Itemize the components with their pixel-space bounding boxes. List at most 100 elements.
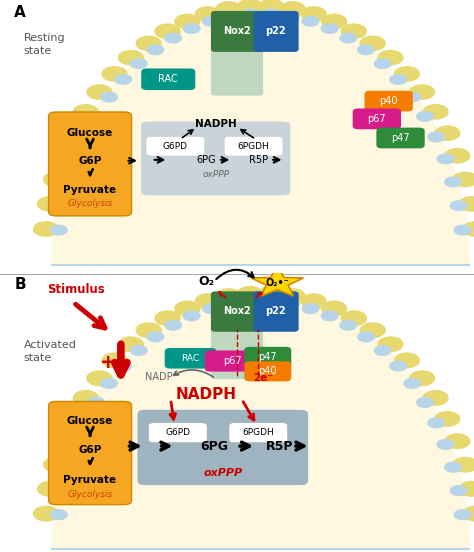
Circle shape — [175, 14, 200, 29]
Circle shape — [222, 299, 239, 309]
Circle shape — [445, 177, 461, 187]
Text: 6PGDH: 6PGDH — [238, 142, 269, 151]
FancyBboxPatch shape — [254, 291, 299, 332]
Circle shape — [378, 50, 403, 65]
Text: p22: p22 — [265, 306, 286, 316]
Text: p47: p47 — [391, 133, 410, 143]
Text: G6PD: G6PD — [165, 428, 190, 437]
FancyBboxPatch shape — [245, 347, 291, 367]
Circle shape — [130, 59, 147, 68]
FancyBboxPatch shape — [205, 351, 260, 371]
Circle shape — [301, 7, 326, 21]
Circle shape — [147, 45, 164, 55]
Circle shape — [428, 418, 445, 428]
FancyBboxPatch shape — [376, 128, 425, 148]
Circle shape — [73, 105, 98, 119]
Circle shape — [341, 24, 366, 39]
Circle shape — [340, 33, 356, 43]
Circle shape — [118, 337, 143, 352]
Text: 6PG: 6PG — [201, 440, 229, 453]
Circle shape — [283, 299, 299, 309]
Circle shape — [453, 172, 474, 187]
FancyBboxPatch shape — [254, 11, 299, 52]
FancyBboxPatch shape — [146, 136, 205, 156]
Circle shape — [280, 2, 305, 16]
Text: O₂: O₂ — [198, 275, 214, 288]
FancyBboxPatch shape — [48, 112, 131, 216]
Circle shape — [417, 112, 433, 121]
Text: NADPH: NADPH — [195, 119, 237, 129]
Circle shape — [52, 434, 76, 449]
Circle shape — [147, 332, 164, 342]
Circle shape — [195, 7, 220, 21]
Text: Pyruvate: Pyruvate — [64, 185, 117, 195]
FancyBboxPatch shape — [211, 11, 263, 52]
Polygon shape — [52, 11, 469, 265]
Circle shape — [62, 126, 87, 140]
Circle shape — [280, 289, 305, 304]
Circle shape — [155, 24, 180, 39]
Circle shape — [404, 92, 420, 102]
Circle shape — [165, 320, 182, 330]
Circle shape — [445, 434, 470, 449]
Circle shape — [459, 481, 474, 496]
Text: 2e⁻: 2e⁻ — [254, 373, 273, 383]
Circle shape — [445, 462, 461, 472]
Circle shape — [87, 371, 112, 386]
Circle shape — [60, 462, 77, 472]
Text: p67: p67 — [223, 356, 242, 366]
Circle shape — [360, 36, 385, 51]
Text: 6PG: 6PG — [196, 155, 216, 165]
Circle shape — [360, 323, 385, 337]
FancyBboxPatch shape — [141, 121, 290, 195]
Circle shape — [115, 361, 131, 371]
Circle shape — [51, 225, 67, 235]
Circle shape — [302, 17, 319, 26]
Circle shape — [44, 457, 68, 472]
Text: p40: p40 — [379, 96, 398, 106]
FancyBboxPatch shape — [137, 410, 308, 485]
Text: Activated
state: Activated state — [24, 340, 77, 363]
Text: RAC: RAC — [182, 354, 200, 363]
Text: A: A — [14, 6, 26, 20]
Circle shape — [450, 486, 467, 496]
Text: O₂•⁻: O₂•⁻ — [265, 278, 289, 288]
Text: Stimulus: Stimulus — [47, 283, 105, 295]
Circle shape — [340, 320, 356, 330]
Circle shape — [216, 289, 241, 304]
Text: R5P: R5P — [249, 155, 268, 165]
Circle shape — [410, 85, 435, 99]
Text: p22: p22 — [265, 26, 286, 36]
Circle shape — [445, 148, 470, 163]
Text: G6PD: G6PD — [163, 142, 188, 151]
Circle shape — [321, 24, 338, 33]
FancyBboxPatch shape — [148, 423, 207, 443]
Circle shape — [52, 148, 76, 163]
Circle shape — [404, 379, 420, 388]
Circle shape — [136, 323, 161, 337]
Circle shape — [322, 14, 346, 29]
Circle shape — [34, 222, 58, 236]
Circle shape — [283, 12, 299, 21]
Text: p67: p67 — [367, 114, 386, 124]
Circle shape — [88, 397, 105, 407]
Text: Glycolysis: Glycolysis — [67, 490, 113, 499]
FancyBboxPatch shape — [229, 423, 288, 443]
Circle shape — [77, 418, 93, 428]
Circle shape — [237, 286, 263, 301]
FancyBboxPatch shape — [211, 35, 263, 95]
Circle shape — [390, 75, 407, 84]
Circle shape — [301, 294, 326, 309]
Circle shape — [423, 391, 448, 405]
Circle shape — [242, 296, 259, 306]
Circle shape — [302, 304, 319, 314]
Circle shape — [394, 353, 419, 368]
Circle shape — [55, 486, 71, 496]
Text: Resting
state: Resting state — [24, 33, 65, 56]
Text: NADPH: NADPH — [176, 387, 237, 402]
Circle shape — [394, 67, 419, 81]
Circle shape — [417, 397, 433, 407]
Circle shape — [341, 311, 366, 326]
FancyBboxPatch shape — [353, 109, 401, 129]
Circle shape — [155, 311, 180, 326]
